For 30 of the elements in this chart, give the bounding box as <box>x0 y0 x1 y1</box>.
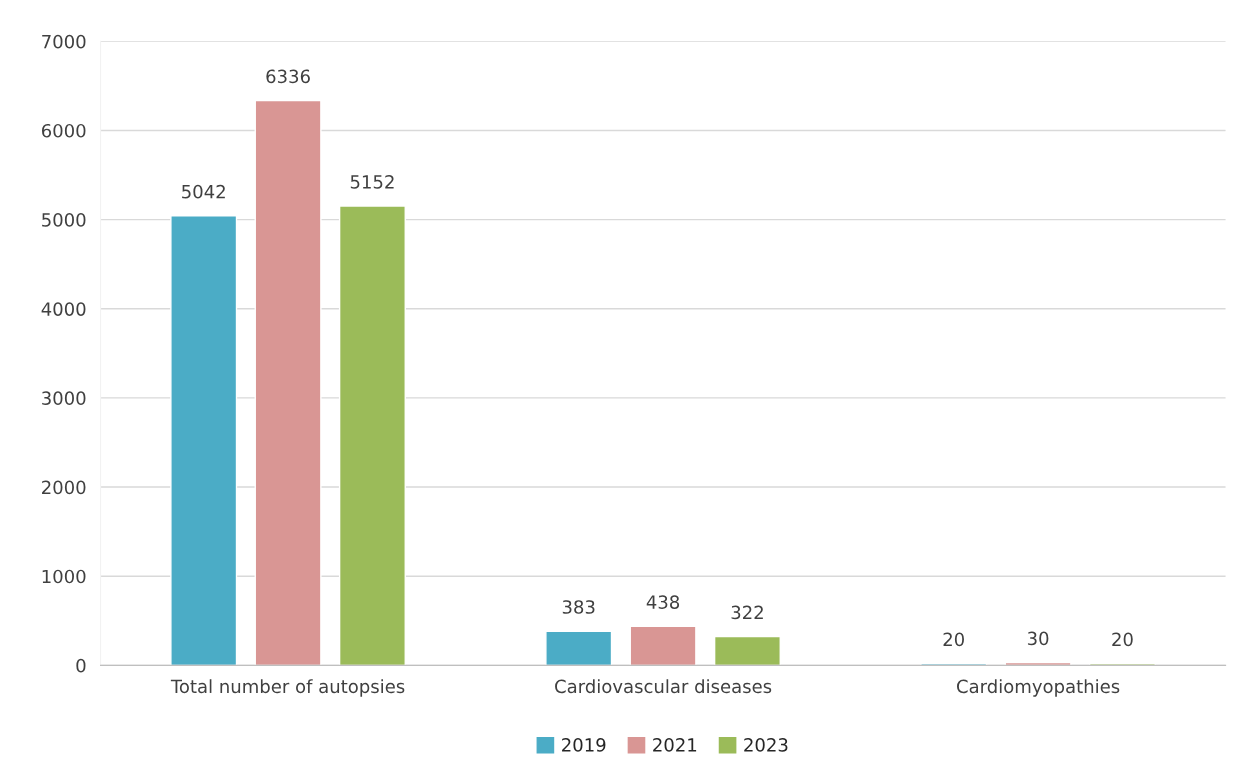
data-label: 322 <box>731 605 763 620</box>
data-label: 383 <box>562 600 595 614</box>
bar <box>545 630 613 666</box>
y-tick-label: 0 <box>76 658 86 673</box>
bar <box>629 625 697 666</box>
legend-label: 2019 <box>562 738 606 752</box>
legend-label: 2023 <box>744 738 788 752</box>
y-tick-label: 3000 <box>42 391 86 406</box>
data-label: 20 <box>943 632 964 647</box>
bar <box>1004 661 1072 666</box>
y-tick-label: 4000 <box>41 302 86 316</box>
y-tick-label: 5000 <box>42 213 86 227</box>
y-tick-label: 6000 <box>41 123 86 138</box>
bar <box>170 215 238 666</box>
data-label: 438 <box>646 595 680 609</box>
bar <box>254 99 322 666</box>
x-tick-label: Cardiovascular diseases <box>555 679 772 694</box>
y-tick-label: 7000 <box>42 34 86 49</box>
y-tick-label: 1000 <box>42 569 86 584</box>
x-tick-label: Total number of autopsies <box>170 679 405 697</box>
y-tick-label: 2000 <box>42 480 86 495</box>
data-label: 20 <box>1112 632 1133 647</box>
data-label: 5042 <box>182 184 225 199</box>
data-label: 5152 <box>350 175 394 189</box>
x-tick-label: Cardiomyopathies <box>956 679 1120 697</box>
data-label: 30 <box>1027 631 1049 646</box>
data-label: 6336 <box>266 69 310 84</box>
bar <box>338 205 406 666</box>
legend-label: 2021 <box>653 738 697 752</box>
bar <box>713 635 781 666</box>
